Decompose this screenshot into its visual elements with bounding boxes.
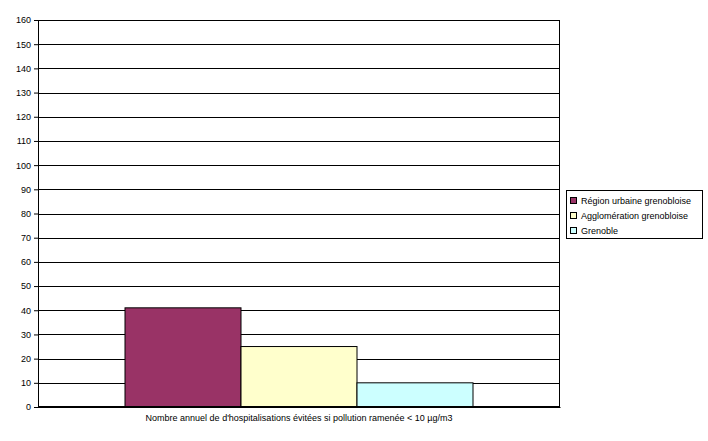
y-tick-label: 50 bbox=[21, 281, 31, 291]
y-tick-mark bbox=[34, 407, 38, 408]
y-tick-label: 20 bbox=[21, 354, 31, 364]
y-tick-mark bbox=[34, 189, 38, 190]
y-tick-label: 40 bbox=[21, 306, 31, 316]
y-tick-label: 140 bbox=[16, 64, 31, 74]
x-tick: Nombre annuel de d'hospitalisations évit… bbox=[146, 407, 453, 423]
y-tick-label: 100 bbox=[16, 161, 31, 171]
y-tick: 70 bbox=[21, 233, 38, 243]
grid-line bbox=[38, 44, 560, 45]
legend-label: Agglomération grenobloise bbox=[581, 211, 688, 221]
y-tick: 110 bbox=[17, 136, 38, 146]
y-tick-label: 80 bbox=[21, 209, 31, 219]
y-tick-label: 150 bbox=[16, 40, 31, 50]
y-tick: 60 bbox=[21, 257, 38, 267]
legend-swatch bbox=[571, 198, 577, 204]
grid-line bbox=[38, 334, 560, 335]
x-axis-line bbox=[39, 407, 561, 408]
y-tick-mark bbox=[34, 117, 38, 118]
y-tick-label: 160 bbox=[16, 15, 31, 25]
legend-item: Région urbaine grenobloise bbox=[571, 196, 692, 206]
x-tick-label: Nombre annuel de d'hospitalisations évit… bbox=[146, 413, 453, 423]
legend-item: Agglomération grenobloise bbox=[571, 211, 689, 221]
y-tick-label: 30 bbox=[21, 330, 31, 340]
y-axis: 0 10 20 30 40 50 60 70 80 90 100 110 120 130 140 150 160 bbox=[16, 15, 39, 412]
legend-item: Grenoble bbox=[571, 226, 619, 236]
chart: 0 10 20 30 40 50 60 70 80 90 100 110 120 130 140 150 160… bbox=[0, 0, 708, 441]
y-tick-mark bbox=[34, 238, 38, 239]
legend-box bbox=[567, 191, 703, 239]
y-tick-label: 70 bbox=[21, 233, 31, 243]
legend-swatch bbox=[571, 213, 577, 219]
y-tick-mark bbox=[34, 383, 38, 384]
y-tick-mark bbox=[34, 262, 38, 263]
y-tick-label: 120 bbox=[16, 112, 31, 122]
grid-line bbox=[38, 141, 560, 142]
y-tick: 160 bbox=[16, 15, 38, 25]
y-tick-mark bbox=[34, 68, 38, 69]
y-tick-mark bbox=[34, 165, 38, 166]
y-tick-label: 90 bbox=[21, 185, 31, 195]
y-tick: 50 bbox=[21, 281, 38, 291]
legend: Région urbaine grenobloise Agglomération … bbox=[567, 191, 703, 239]
grid-line bbox=[38, 117, 560, 118]
legend-label: Grenoble bbox=[581, 226, 618, 236]
y-tick-label: 10 bbox=[21, 378, 31, 388]
bar bbox=[241, 347, 357, 407]
legend-swatch bbox=[571, 228, 577, 234]
grid-line bbox=[38, 93, 560, 94]
grid-line bbox=[38, 286, 560, 287]
grid-line bbox=[38, 68, 560, 69]
grid-line bbox=[38, 238, 560, 239]
y-tick: 150 bbox=[16, 40, 38, 50]
y-tick: 40 bbox=[21, 306, 38, 316]
y-tick-mark bbox=[34, 359, 38, 360]
y-tick-mark bbox=[34, 141, 38, 142]
y-tick: 0 bbox=[26, 402, 38, 412]
plot-frame bbox=[39, 21, 560, 407]
y-axis-line bbox=[38, 21, 39, 408]
plot: 0 10 20 30 40 50 60 70 80 90 100 110 120 130 140 150 160… bbox=[16, 15, 561, 422]
x-axis: Nombre annuel de d'hospitalisations évit… bbox=[39, 407, 561, 423]
grid-line bbox=[38, 214, 560, 215]
y-tick-mark bbox=[34, 214, 38, 215]
y-tick: 90 bbox=[21, 185, 38, 195]
y-tick-mark bbox=[34, 93, 38, 94]
y-tick: 120 bbox=[16, 112, 38, 122]
y-tick: 20 bbox=[21, 354, 38, 364]
grid-line bbox=[38, 262, 560, 263]
grid bbox=[38, 21, 560, 408]
y-tick-label: 60 bbox=[21, 257, 31, 267]
bar bbox=[125, 308, 241, 407]
grid-line bbox=[38, 310, 560, 311]
grid-line bbox=[38, 165, 560, 166]
y-tick-mark bbox=[34, 334, 38, 335]
legend-label: Région urbaine grenobloise bbox=[581, 196, 691, 206]
y-tick: 30 bbox=[21, 330, 38, 340]
y-tick: 10 bbox=[21, 378, 38, 388]
y-tick: 100 bbox=[16, 161, 38, 171]
y-tick-mark bbox=[34, 20, 38, 21]
grid-line bbox=[38, 407, 560, 408]
bars bbox=[125, 308, 473, 407]
y-tick-label: 110 bbox=[17, 136, 31, 146]
y-tick: 130 bbox=[16, 88, 38, 98]
y-tick-mark bbox=[34, 286, 38, 287]
y-tick-label: 0 bbox=[26, 402, 31, 412]
y-tick-label: 130 bbox=[16, 88, 31, 98]
y-tick-mark bbox=[34, 310, 38, 311]
y-tick: 80 bbox=[21, 209, 38, 219]
y-tick-mark bbox=[34, 44, 38, 45]
y-tick: 140 bbox=[16, 64, 38, 74]
grid-line bbox=[38, 189, 560, 190]
bar bbox=[357, 383, 473, 407]
